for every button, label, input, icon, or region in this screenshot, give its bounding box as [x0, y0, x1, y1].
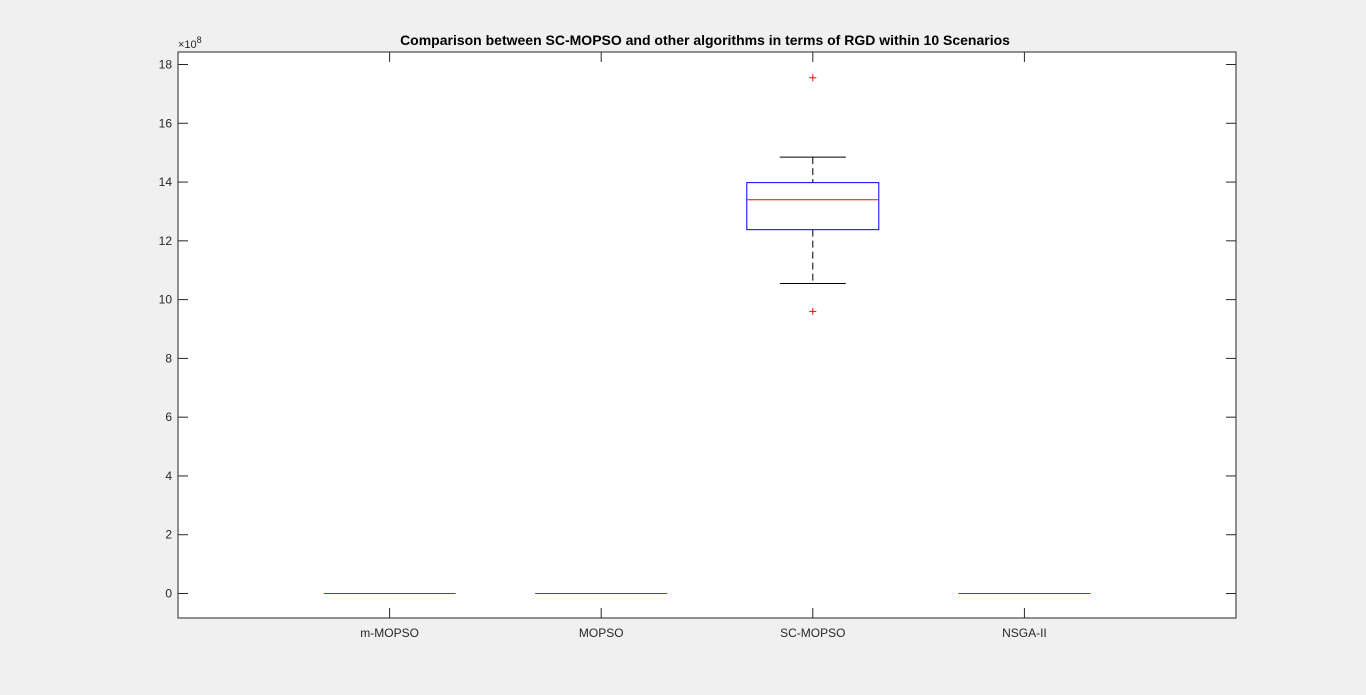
- axes-frame: [177, 51, 1237, 619]
- x-tick-label: MOPSO: [579, 626, 624, 640]
- y-axis-ticks: 0 2 4 6 8 10 12 14 16 18: [159, 58, 1236, 601]
- y-tick-label: 10: [159, 293, 173, 307]
- box-sc-mopso: [746, 74, 880, 315]
- y-tick-label: 18: [159, 58, 173, 72]
- box-groups: [323, 74, 1091, 594]
- outlier-marker: [809, 74, 817, 82]
- box-iqr: [746, 182, 880, 231]
- y-tick-label: 16: [159, 116, 173, 130]
- x-axis-ticks: m-MOPSO MOPSO SC-MOPSO NSGA-II: [360, 52, 1047, 640]
- x-tick-label: m-MOPSO: [360, 626, 419, 640]
- y-tick-label: 0: [165, 587, 172, 601]
- x-tick-label: NSGA-II: [1002, 626, 1047, 640]
- y-tick-label: 12: [159, 234, 173, 248]
- y-tick-label: 4: [165, 469, 172, 483]
- y-tick-label: 14: [159, 175, 173, 189]
- chart-title: Comparison between SC-MOPSO and other al…: [400, 32, 1010, 48]
- plot-area: [178, 52, 1236, 618]
- y-exponent-label: ×108: [178, 35, 202, 51]
- y-tick-label: 8: [165, 351, 172, 365]
- outlier-marker: [809, 307, 817, 315]
- y-tick-label: 2: [165, 528, 172, 542]
- y-tick-label: 6: [165, 410, 172, 424]
- x-tick-label: SC-MOPSO: [780, 626, 845, 640]
